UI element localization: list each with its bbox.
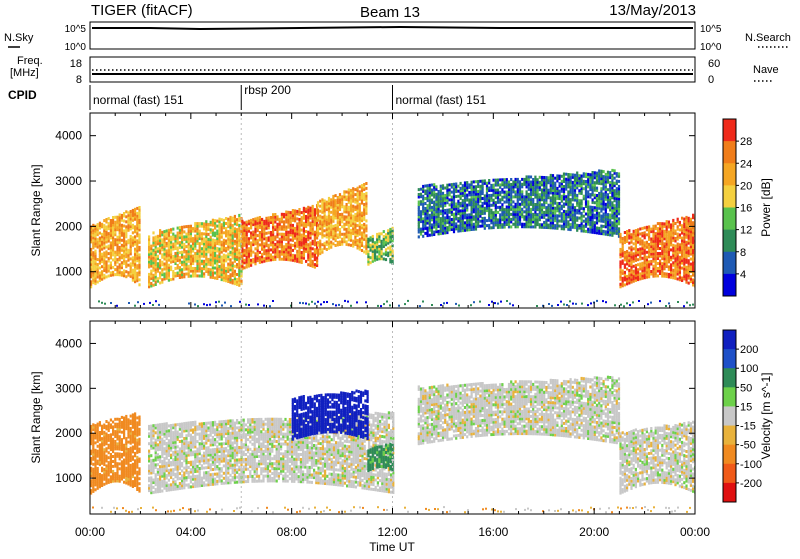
vel-region-0 (90, 412, 141, 494)
nave-label: Nave (753, 64, 779, 76)
nsky-trace (92, 27, 693, 29)
power-colorbar-swatch (723, 252, 736, 275)
vel-region-5 (619, 421, 696, 495)
power-ytick-label: 2000 (55, 219, 82, 233)
vel-ytick-label: 2000 (55, 426, 82, 440)
station-title: TIGER (fitACF) (91, 2, 193, 19)
power-region-2 (241, 204, 318, 270)
vel-colorbar-swatch (723, 445, 736, 465)
power-region-1 (148, 214, 243, 288)
nave-tick-bottom: 0 (708, 74, 714, 86)
power-ytick-label: 1000 (55, 265, 82, 279)
power-colorbar-tick-label: 16 (740, 203, 752, 215)
vel-colorbar-swatch (723, 368, 736, 388)
vel-colorbar-tick-label: -50 (740, 440, 756, 452)
power-colorbar-tick-label: 12 (740, 225, 752, 237)
x-tick-label: 00:00 (680, 525, 710, 539)
freq-tick-bottom: 8 (76, 74, 82, 86)
power-colorbar-tick-label: 24 (740, 158, 752, 170)
power-colorbar-tick-label: 28 (740, 136, 752, 148)
cpid-row: normal (fast) 151 rbsp 200 normal (fast) 1… (90, 83, 487, 110)
cpid-segment-label: normal (fast) 151 (396, 93, 487, 107)
power-ytick-label: 3000 (55, 174, 82, 188)
vel-colorbar-swatch (723, 464, 736, 484)
power-colorbar-tick-label: 8 (740, 247, 746, 259)
power-region-0 (90, 206, 141, 288)
vel-colorbar-swatch (723, 483, 736, 503)
vel-region-2 (292, 390, 369, 441)
power-colorbar-swatch (723, 208, 736, 231)
power-colorbar-tick-label: 4 (740, 269, 746, 281)
beam-title: Beam 13 (360, 4, 420, 21)
nsearch-tick-top: 10^5 (700, 24, 722, 35)
cpid-segment-label: normal (fast) 151 (93, 93, 184, 107)
x-tick-label: 12:00 (377, 525, 407, 539)
power-colorbar-swatch (723, 230, 736, 253)
power-colorbar-tick-label: 20 (740, 180, 752, 192)
vel-ytick-label: 4000 (55, 336, 82, 350)
nsky-label: N.Sky (4, 32, 34, 44)
power-colorbar-swatch (723, 274, 736, 297)
vel-colorbar-label: Velocity [m s^-1] (759, 373, 773, 460)
vel-colorbar-tick-label: 15 (740, 401, 752, 413)
freq-label: Freq. (17, 55, 43, 67)
velocity-panel: 1000 2000 3000 4000 Slant Range [km] (29, 321, 696, 514)
x-tick-label: 04:00 (176, 525, 206, 539)
power-colorbar-label: Power [dB] (759, 178, 773, 237)
vel-data-cells (90, 376, 696, 514)
vel-y-axis-title: Slant Range [km] (29, 371, 43, 463)
freq-tick-top: 18 (70, 58, 82, 70)
cpid-segment-label: rbsp 200 (244, 83, 291, 97)
power-ytick-label: 4000 (55, 129, 82, 143)
power-near-range-speckle (98, 300, 694, 307)
vel-ytick-label: 3000 (55, 381, 82, 395)
power-region-5 (418, 169, 620, 239)
nsearch-tick-bottom: 10^0 (700, 42, 722, 53)
nsearch-label: N.Search (745, 32, 791, 44)
vel-colorbar-tick-label: -200 (740, 478, 762, 490)
power-region-3 (317, 182, 368, 257)
nsky-tick-top: 10^5 (65, 24, 87, 35)
date-title: 13/May/2013 (609, 2, 696, 19)
nsky-panel (90, 22, 695, 49)
x-tick-label: 16:00 (478, 525, 508, 539)
vel-colorbar-tick-label: 50 (740, 382, 752, 394)
vel-colorbar-tick-label: 200 (740, 344, 758, 356)
power-colorbar-swatch (723, 185, 736, 208)
power-region-6 (619, 214, 696, 289)
x-axis-title: Time UT (369, 540, 415, 554)
power-colorbar-swatch (723, 163, 736, 186)
velocity-colorbar: 200 100 50 15 -15 -50 -100 -200 Velocity [m s^-1… (723, 330, 773, 503)
power-colorbar-swatch (723, 141, 736, 164)
x-tick-label: 20:00 (579, 525, 609, 539)
nave-tick-top: 60 (708, 58, 720, 70)
power-panel: 1000 2000 3000 4000 Slant Range [km] (29, 113, 696, 308)
power-region-4 (367, 227, 393, 266)
vel-colorbar-swatch (723, 349, 736, 369)
vel-colorbar-tick-label: -15 (740, 421, 756, 433)
nsky-tick-bottom: 10^0 (65, 42, 87, 53)
power-y-axis-title: Slant Range [km] (29, 164, 43, 256)
vel-colorbar-swatch (723, 406, 736, 426)
vel-region-4 (418, 376, 620, 446)
vel-colorbar-tick-label: -100 (740, 459, 762, 471)
vel-colorbar-tick-label: 100 (740, 363, 758, 375)
cpid-label: CPID (8, 88, 37, 102)
vel-near-range-speckle (92, 506, 691, 513)
x-tick-label: 00:00 (75, 525, 105, 539)
power-colorbar-swatch (723, 119, 736, 142)
vel-colorbar-swatch (723, 330, 736, 350)
freq-unit-label: [MHz] (10, 67, 39, 79)
power-data-cells (90, 169, 696, 307)
vel-region-1 (148, 411, 394, 494)
x-tick-label: 08:00 (277, 525, 307, 539)
vel-colorbar-swatch (723, 387, 736, 407)
vel-ytick-label: 1000 (55, 471, 82, 485)
x-axis-labels: 00:00 04:00 08:00 12:00 16:00 20:00 00:00 (75, 525, 710, 539)
vel-colorbar-swatch (723, 426, 736, 446)
power-colorbar: 4 8 12 16 20 24 28 Power [dB] (723, 119, 773, 297)
